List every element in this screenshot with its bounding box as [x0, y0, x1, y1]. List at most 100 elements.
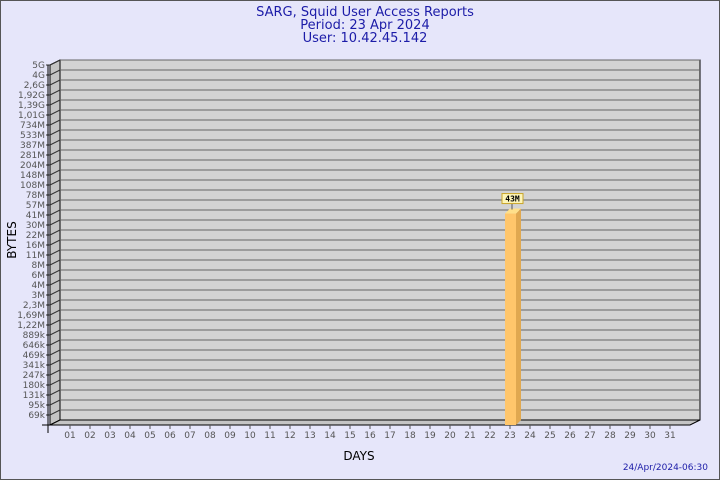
y-tick-label: 1,92G [18, 91, 45, 101]
y-tick-label: 204M [20, 161, 45, 171]
x-tick-label: 19 [424, 431, 436, 441]
y-tick-label: 387M [20, 141, 45, 151]
floor [49, 419, 701, 426]
y-tick-diagonal [49, 399, 61, 406]
y-tick-diagonal [49, 59, 61, 66]
y-tick-diagonal [49, 199, 61, 206]
x-tick-label: 22 [484, 431, 495, 441]
y-tick-diagonal [49, 269, 61, 276]
x-tick-label: 29 [624, 431, 636, 441]
x-tick-label: 13 [304, 431, 315, 441]
y-tick-diagonal [49, 189, 61, 196]
y-tick-label: 889k [23, 331, 46, 341]
x-tick-label: 31 [664, 431, 675, 441]
y-tick-diagonal [49, 99, 61, 106]
y-tick-diagonal [49, 319, 61, 326]
y-tick-diagonal [49, 139, 61, 146]
y-tick-label: 16M [26, 241, 45, 251]
y-tick-diagonal [49, 209, 61, 216]
y-tick-diagonal [49, 259, 61, 266]
x-tick-label: 11 [264, 431, 275, 441]
chart-subtitle-user: User: 10.42.45.142 [303, 31, 428, 46]
y-tick-diagonal [49, 329, 61, 336]
y-tick-label: 1,01G [18, 111, 45, 121]
x-axis-label: DAYS [343, 449, 374, 463]
y-tick-diagonal [49, 89, 61, 96]
y-tick-label: 22M [26, 231, 45, 241]
y-tick-diagonal [49, 119, 61, 126]
data-label-box [501, 193, 524, 205]
x-tick-label: 03 [104, 431, 115, 441]
y-tick-label: 4M [32, 281, 46, 291]
y-tick-diagonal [49, 69, 61, 76]
y-tick-label: 108M [20, 181, 45, 191]
y-tick-label: 4G [32, 71, 45, 81]
y-tick-label: 78M [26, 191, 45, 201]
chart-subtitle-period: Period: 23 Apr 2024 [300, 18, 429, 33]
y-tick-diagonal [49, 349, 61, 356]
x-tick-label: 21 [464, 431, 475, 441]
y-tick-diagonal [49, 289, 61, 296]
footer-timestamp: 24/Apr/2024-06:30 [623, 463, 708, 473]
y-tick-diagonal [49, 279, 61, 286]
y-tick-diagonal [49, 79, 61, 86]
y-tick-label: 1,22M [17, 321, 45, 331]
y-tick-diagonal [49, 389, 61, 396]
x-tick-label: 27 [584, 431, 595, 441]
y-axis-label: BYTES [5, 221, 19, 258]
data-label: 43M [505, 195, 520, 204]
x-tick-label: 16 [364, 431, 376, 441]
x-tick-label: 07 [184, 431, 195, 441]
x-tick-label: 25 [544, 431, 555, 441]
y-tick-label: 95k [28, 401, 45, 411]
x-tick-label: 24 [524, 431, 536, 441]
y-tick-diagonal [49, 359, 61, 366]
y-tick-label: 2,3M [23, 301, 45, 311]
x-tick-label: 20 [444, 431, 456, 441]
x-tick-label: 10 [244, 431, 256, 441]
bar-top [505, 208, 521, 214]
x-tick-label: 09 [224, 431, 236, 441]
x-tick-label: 01 [64, 431, 75, 441]
y-tick-diagonal [49, 409, 61, 416]
bar-front [505, 213, 516, 425]
x-tick-label: 17 [384, 431, 395, 441]
y-tick-diagonal [49, 229, 61, 236]
y-tick-label: 148M [20, 171, 45, 181]
x-tick-label: 08 [204, 431, 216, 441]
y-tick-label: 180k [23, 381, 46, 391]
x-tick-label: 23 [504, 431, 515, 441]
y-tick-diagonal [49, 169, 61, 176]
y-tick-label: 5G [32, 61, 45, 71]
y-tick-label: 6M [32, 271, 46, 281]
y-tick-label: 2,6G [24, 81, 45, 91]
y-tick-diagonal [49, 239, 61, 246]
y-tick-label: 1,39G [18, 101, 45, 111]
y-tick-label: 30M [26, 221, 45, 231]
x-tick-label: 12 [284, 431, 295, 441]
y-tick-label: 11M [26, 251, 45, 261]
bar-side [516, 208, 521, 425]
x-tick-label: 30 [644, 431, 656, 441]
x-tick-label: 28 [604, 431, 616, 441]
y-tick-label: 533M [20, 131, 45, 141]
y-tick-diagonal [49, 129, 61, 136]
y-tick-diagonal [49, 249, 61, 256]
x-tick-label: 15 [344, 431, 355, 441]
y-tick-label: 734M [20, 121, 45, 131]
x-tick-label: 05 [144, 431, 155, 441]
y-tick-label: 41M [26, 211, 45, 221]
chart-title: SARG, Squid User Access Reports [256, 5, 474, 20]
y-tick-label: 3M [32, 291, 46, 301]
x-tick-label: 26 [564, 431, 576, 441]
x-tick-label: 04 [124, 431, 136, 441]
x-tick-label: 14 [324, 431, 336, 441]
x-tick-label: 06 [164, 431, 176, 441]
y-tick-label: 57M [26, 201, 45, 211]
y-tick-label: 1,69M [17, 311, 45, 321]
y-tick-label: 646k [23, 341, 46, 351]
y-tick-diagonal [49, 369, 61, 376]
y-tick-diagonal [49, 109, 61, 116]
x-tick-label: 18 [404, 431, 416, 441]
